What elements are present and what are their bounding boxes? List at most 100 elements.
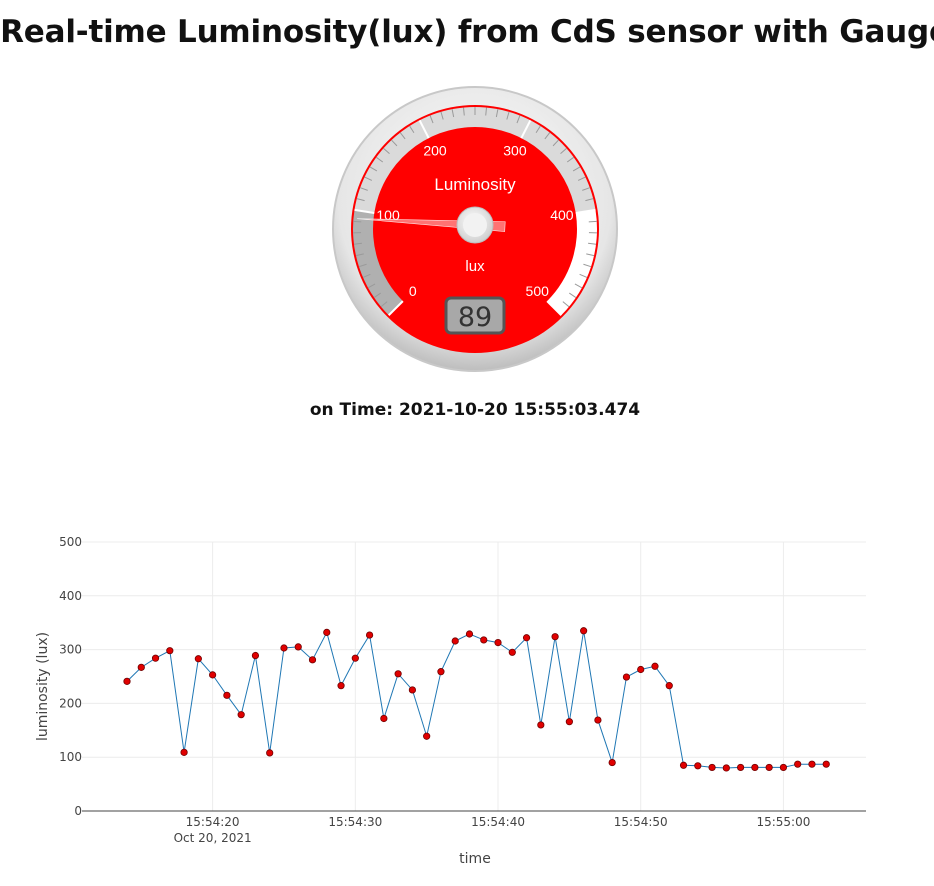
data-point xyxy=(794,760,802,768)
data-point xyxy=(537,721,545,729)
gauge-minor-tick xyxy=(560,147,567,154)
gauge-minor-tick xyxy=(380,301,388,308)
data-point xyxy=(394,670,402,678)
gauge-minor-tick xyxy=(362,273,371,278)
y-tick-label: 400 xyxy=(59,589,82,603)
data-point xyxy=(565,718,573,726)
data-point xyxy=(494,639,502,647)
gauge-minor-tick xyxy=(356,198,365,202)
y-tick-label: 500 xyxy=(59,535,82,549)
data-point xyxy=(251,651,260,660)
gauge-minor-tick xyxy=(572,166,581,172)
gauge-minor-tick xyxy=(440,111,444,120)
gauge-minor-tick xyxy=(376,156,384,163)
gauge-minor-tick xyxy=(569,292,577,298)
gauge-minor-tick xyxy=(353,220,362,223)
data-point xyxy=(323,628,331,636)
data-point xyxy=(779,763,788,772)
gauge-highlight-band xyxy=(354,107,596,214)
data-point xyxy=(594,716,602,724)
gauge-value-readout: 89 xyxy=(458,302,492,333)
data-point xyxy=(622,673,631,681)
data-point xyxy=(194,655,202,663)
gauge-minor-tick xyxy=(360,187,368,191)
series-line xyxy=(126,630,827,769)
data-point xyxy=(637,665,645,674)
data-point xyxy=(737,763,745,772)
y-axis-ticks: 0 100 200 300 400 500 xyxy=(59,535,82,818)
data-point xyxy=(266,749,274,757)
gauge-major-tick xyxy=(418,119,430,139)
gauge-minor-tick xyxy=(383,147,390,154)
gauge-tick-label: 200 xyxy=(423,143,447,159)
gauge-minor-tick xyxy=(485,107,487,116)
series-markers xyxy=(123,627,830,772)
gauge-minor-tick xyxy=(574,283,583,289)
gauge-highlight-band xyxy=(547,209,597,316)
gauge-minor-tick xyxy=(399,132,406,140)
gauge-major-tick xyxy=(520,119,532,139)
gauge-minor-tick xyxy=(358,263,367,268)
data-point xyxy=(408,686,416,694)
chart-grid xyxy=(82,541,866,811)
data-point xyxy=(465,630,474,638)
gauge-major-ticks xyxy=(354,119,596,316)
gauge-minor-tick xyxy=(463,107,465,116)
gauge-minor-tick xyxy=(588,220,597,223)
gauge-hub-inner xyxy=(463,213,487,237)
luminosity-chart: 0 100 200 300 400 500 15:54:20 15:54:30 15:54:4… xyxy=(35,535,866,867)
x-tick-label: 15:54:30 xyxy=(328,815,382,829)
data-point xyxy=(166,647,174,655)
data-point xyxy=(708,763,716,772)
gauge-minor-tick xyxy=(586,253,595,257)
data-point xyxy=(722,764,730,772)
data-point xyxy=(808,760,816,768)
gauge-value-box xyxy=(444,296,506,335)
data-point xyxy=(180,748,188,756)
gauge-major-tick xyxy=(354,208,375,215)
data-point xyxy=(765,763,773,772)
y-tick-label: 300 xyxy=(59,643,82,657)
timestamp-label: on Time: xyxy=(309,400,394,420)
x-tick-label: 15:55:00 xyxy=(756,815,810,829)
gauge-minor-tick xyxy=(353,242,362,245)
y-axis-title: luminosity (lux) xyxy=(35,632,51,741)
timestamp-line: on Time: 2021-10-20 15:55:03.474 xyxy=(0,400,934,420)
data-point xyxy=(451,637,459,645)
data-point xyxy=(237,711,245,719)
page-title: Real-time Luminosity(lux) from CdS senso… xyxy=(0,14,934,50)
x-axis-ticks: 15:54:20 15:54:30 15:54:40 15:54:50 15:55:00 xyxy=(186,815,811,829)
x-axis-title: time xyxy=(459,851,491,867)
data-point xyxy=(337,682,345,690)
gauge-minor-tick xyxy=(495,109,499,118)
data-point xyxy=(437,668,445,676)
data-point xyxy=(280,644,288,652)
gauge-minor-tick xyxy=(544,132,551,140)
gauge-minor-tick xyxy=(429,115,434,124)
gauge-minor-tick xyxy=(535,125,541,134)
data-point xyxy=(351,654,359,662)
y-tick-label: 100 xyxy=(59,750,82,764)
gauge-minor-tick xyxy=(391,139,398,147)
data-point xyxy=(137,663,145,671)
data-point xyxy=(822,760,830,768)
data-point xyxy=(694,762,702,770)
gauge-major-tick xyxy=(546,300,562,316)
data-point xyxy=(151,654,160,662)
gauge-minor-tick xyxy=(562,301,570,308)
data-point xyxy=(294,643,302,651)
gauge-minor-tick xyxy=(355,253,364,257)
data-point xyxy=(508,648,516,656)
data-point xyxy=(608,758,616,767)
gauge-minor-tick xyxy=(369,166,378,172)
gauge-minor-tick xyxy=(583,263,592,268)
data-point xyxy=(651,662,659,670)
gauge-tick-label: 0 xyxy=(409,283,417,299)
y-tick-label: 200 xyxy=(59,696,82,710)
x-axis-date-label: Oct 20, 2021 xyxy=(174,831,252,845)
gauge-minor-tick xyxy=(588,242,597,245)
gauge-minor-tick xyxy=(582,187,590,191)
x-tick-label: 15:54:50 xyxy=(614,815,668,829)
data-point xyxy=(665,682,673,690)
